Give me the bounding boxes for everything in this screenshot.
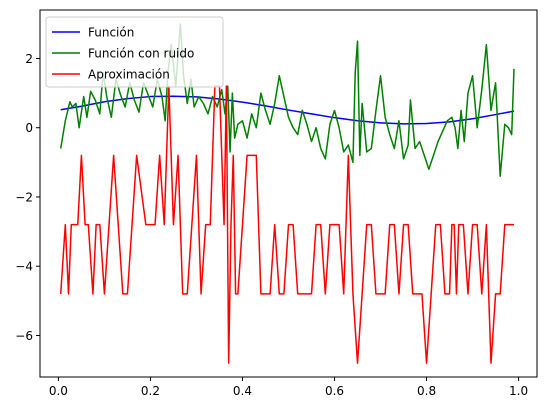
y-tick-label: 0 bbox=[25, 121, 33, 135]
x-tick-label: 0.0 bbox=[49, 384, 68, 398]
axes-frame bbox=[39, 9, 538, 378]
series-layer bbox=[59, 23, 515, 364]
x-axis: 0.0 0.2 0.4 0.6 0.8 1.0 bbox=[49, 377, 528, 398]
x-tick-label: 1.0 bbox=[509, 384, 528, 398]
y-tick-label: −2 bbox=[15, 190, 33, 204]
x-tick-label: 0.8 bbox=[417, 384, 436, 398]
series-line-3 bbox=[59, 85, 514, 364]
legend-label: Función bbox=[88, 26, 134, 40]
y-tick-label: 2 bbox=[25, 52, 33, 66]
y-tick-label: −6 bbox=[15, 329, 33, 343]
legend-box bbox=[45, 16, 224, 88]
legend-label: Función con ruido bbox=[88, 47, 194, 61]
legend-label: Aproximación bbox=[88, 68, 170, 82]
x-tick-label: 0.4 bbox=[233, 384, 252, 398]
y-axis: 2 0 −2 −4 −6 bbox=[15, 52, 40, 343]
x-tick-label: 0.2 bbox=[141, 384, 160, 398]
y-tick-label: −4 bbox=[15, 260, 33, 274]
legend: Función Función con ruido Aproximación bbox=[45, 16, 224, 88]
x-tick-label: 0.6 bbox=[325, 384, 344, 398]
series-line-2 bbox=[59, 23, 515, 177]
series-line-1 bbox=[60, 95, 515, 125]
